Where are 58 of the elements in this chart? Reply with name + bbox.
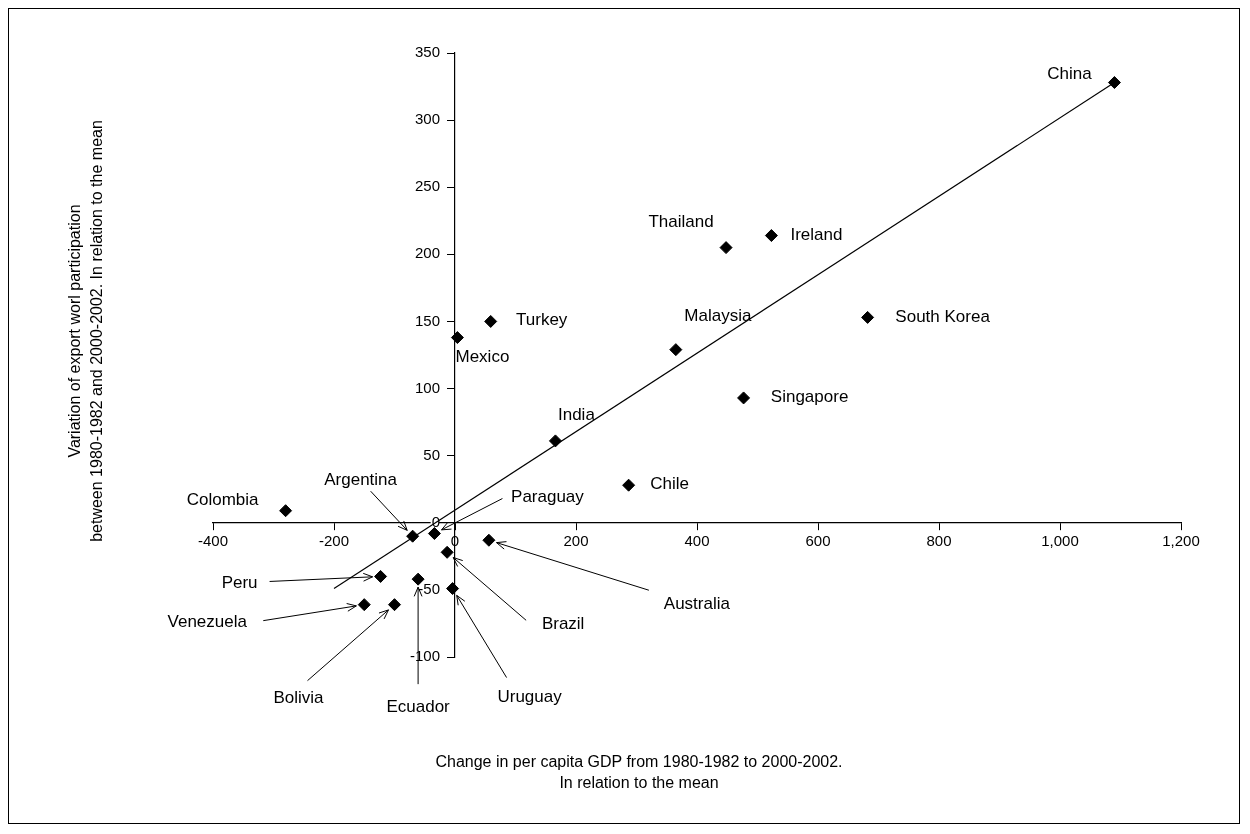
y-tick-label: 100: [414, 378, 455, 396]
annotation: Uruguay: [497, 687, 563, 707]
point: [719, 241, 733, 255]
text: Variation of export worl participation between 1980-1982 and 2000-2002. In relation to the mean: [65, 119, 106, 544]
point: [737, 391, 751, 405]
x-tick-label: 600: [805, 531, 831, 549]
annotation: Turkey: [516, 310, 568, 330]
y-tick-label: 350: [414, 43, 455, 61]
text: Change in per capita GDP from 1980-1982 to 2000-2002. In relation to the mean: [434, 752, 844, 793]
annotation: Chile: [650, 473, 690, 493]
x-tick-label: 800: [926, 531, 952, 549]
point: [411, 572, 425, 586]
annotation: Ireland: [790, 225, 843, 245]
y-tick-label: 50: [423, 445, 455, 463]
point: [482, 533, 496, 547]
point: [374, 569, 388, 583]
annotation: Venezuela: [167, 612, 248, 632]
y-tick-label: 200: [414, 244, 455, 262]
annotation: Paraguay: [511, 487, 585, 507]
x-tick-label: -400: [197, 531, 229, 549]
annotation: Thailand: [648, 212, 714, 232]
point: [357, 598, 371, 612]
annotation: Bolivia: [273, 688, 325, 708]
point: [861, 310, 875, 324]
annotation: Peru: [221, 573, 258, 593]
x-tick-label: 1,200: [1162, 531, 1200, 549]
point: [1107, 76, 1121, 90]
point: [764, 229, 778, 243]
point: [484, 314, 498, 328]
annotation: Malaysia: [684, 306, 752, 326]
y-tick-label: -50: [418, 580, 455, 598]
point: [388, 598, 401, 612]
annotation: Brazil: [541, 613, 585, 633]
point: [406, 529, 420, 543]
point: [440, 545, 454, 559]
annotation: Mexico: [455, 347, 510, 367]
point: [622, 478, 636, 492]
point: [446, 582, 460, 596]
annotation: Singapore: [770, 386, 849, 406]
y-tick-label: 300: [414, 110, 455, 128]
annotation: Argentina: [324, 469, 398, 489]
annotation: India: [557, 404, 596, 424]
point: [548, 434, 562, 448]
point: [669, 343, 683, 357]
point: [279, 504, 293, 518]
y-tick-label: 250: [414, 177, 455, 195]
annotation: Australia: [663, 593, 731, 613]
x-tick-label: 200: [563, 531, 589, 549]
annotation: Ecuador: [386, 696, 451, 716]
point: [450, 331, 464, 345]
y-tick-label: 150: [414, 311, 455, 329]
annotation: China: [1047, 64, 1093, 84]
annotation: Colombia: [186, 490, 260, 510]
x-tick-label: -200: [318, 531, 350, 549]
annotation: South Korea: [895, 307, 991, 327]
x-tick-label: 400: [684, 531, 710, 549]
x-tick-label: 1,000: [1041, 531, 1079, 549]
point: [427, 527, 441, 541]
